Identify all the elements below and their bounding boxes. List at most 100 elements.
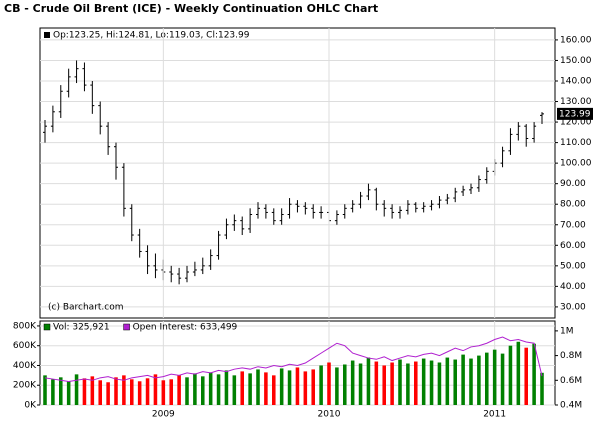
volume-bar [248,373,252,405]
volume-bar [469,358,473,405]
volume-bar [366,357,371,405]
legend-label: Open Interest: 633,499 [133,323,238,333]
volume-bar [122,375,126,405]
volume-bar [398,359,402,405]
annotation: (c) Barchart.com [48,303,124,313]
legend-swatch [44,32,50,38]
volume-bar [256,369,260,405]
y-tick-label: 200K [13,381,37,391]
legend-swatch [43,323,51,331]
volume-bar [90,376,95,405]
volume-bar [177,375,181,405]
volume-bar [319,365,323,405]
x-tick-label: 2011 [483,410,506,420]
y2-tick-label: 0.4M [560,401,582,411]
y-tick-label: 30.00 [560,302,586,312]
volume-bar [287,370,292,405]
volume-bar [429,360,434,405]
volume-bar [153,374,158,405]
x-tick-label: 2009 [152,410,175,420]
volume-bar [74,374,79,405]
open-interest-line [44,336,543,383]
volume-bar [82,378,87,405]
volume-bar [382,365,386,405]
legend-swatch [123,323,130,331]
volume-bar [461,354,465,405]
volume-bar [193,373,197,405]
last-price-label: 123.99 [559,109,591,119]
last-price-box [557,107,593,120]
volume-bar [421,358,426,405]
volume-bar [51,379,55,405]
volume-bar [516,341,521,405]
volume-bar [414,361,418,405]
volume-bar [224,370,229,405]
y-tick-label: 140.00 [560,76,592,86]
volume-bar [508,345,513,405]
chart-title: CB - Crude Oil Brent (ICE) - Weekly Cont… [4,2,378,15]
volume-bar [114,377,118,405]
y-tick-label: 120.00 [560,118,592,128]
price-panel [39,27,556,319]
volume-bar [453,359,457,405]
y-tick-label: 160.00 [560,35,592,45]
volume-bar [137,381,142,405]
y-tick-label: 40.00 [560,282,586,292]
volume-bar [350,360,355,405]
volume-bar [445,357,450,405]
volume-bar [327,362,331,405]
volume-bar [532,343,536,405]
volume-bar [311,369,315,405]
volume-bar [43,375,47,405]
volume-bar [232,375,237,405]
y-tick-label: 60.00 [560,241,586,251]
y-tick-label: 110.00 [560,138,592,148]
y-tick-label: 800K [13,321,37,331]
volume-bar [201,376,205,405]
volume-bar [485,352,489,405]
y-tick-label: 0K [24,401,37,411]
volume-bar [477,355,481,405]
y2-tick-label: 0.8M [560,351,582,361]
volume-bar [216,374,221,405]
volume-bar [540,372,544,405]
y2-tick-label: 0.6M [560,376,582,386]
volume-bar [272,375,276,405]
volume-bar [106,382,110,405]
y-tick-label: 600K [13,341,37,351]
volume-bar [130,379,134,405]
volume-bar [59,377,63,405]
volume-bar [161,380,166,405]
volume-bar [240,371,244,405]
volume-bar [145,378,150,405]
y-tick-label: 80.00 [560,200,586,210]
legend-label: Vol: 325,921 [53,323,110,333]
volume-bar [390,362,394,405]
y2-tick-label: 1M [560,326,574,336]
volume-bar [66,381,71,405]
volume-bar [524,347,528,405]
volume-bar [374,361,379,405]
y-tick-label: 50.00 [560,261,586,271]
volume-bar [264,372,268,405]
volume-bar [185,377,189,405]
y-tick-label: 100.00 [560,159,592,169]
volume-bar [169,379,173,405]
volume-bar [98,380,102,405]
volume-bar [335,367,339,405]
volume-bar [492,349,497,405]
y-tick-label: 70.00 [560,220,586,230]
volume-bar [279,368,284,405]
volume-bar [437,362,442,405]
y-tick-label: 130.00 [560,97,592,107]
volume-bar [208,372,213,405]
y-tick-label: 150.00 [560,56,592,66]
volume-bar [500,353,505,405]
volume-bar [406,363,410,405]
y-tick-label: 400K [13,361,37,371]
volume-bar [303,371,308,405]
x-tick-label: 2010 [318,410,341,420]
volume-bar [295,367,300,405]
